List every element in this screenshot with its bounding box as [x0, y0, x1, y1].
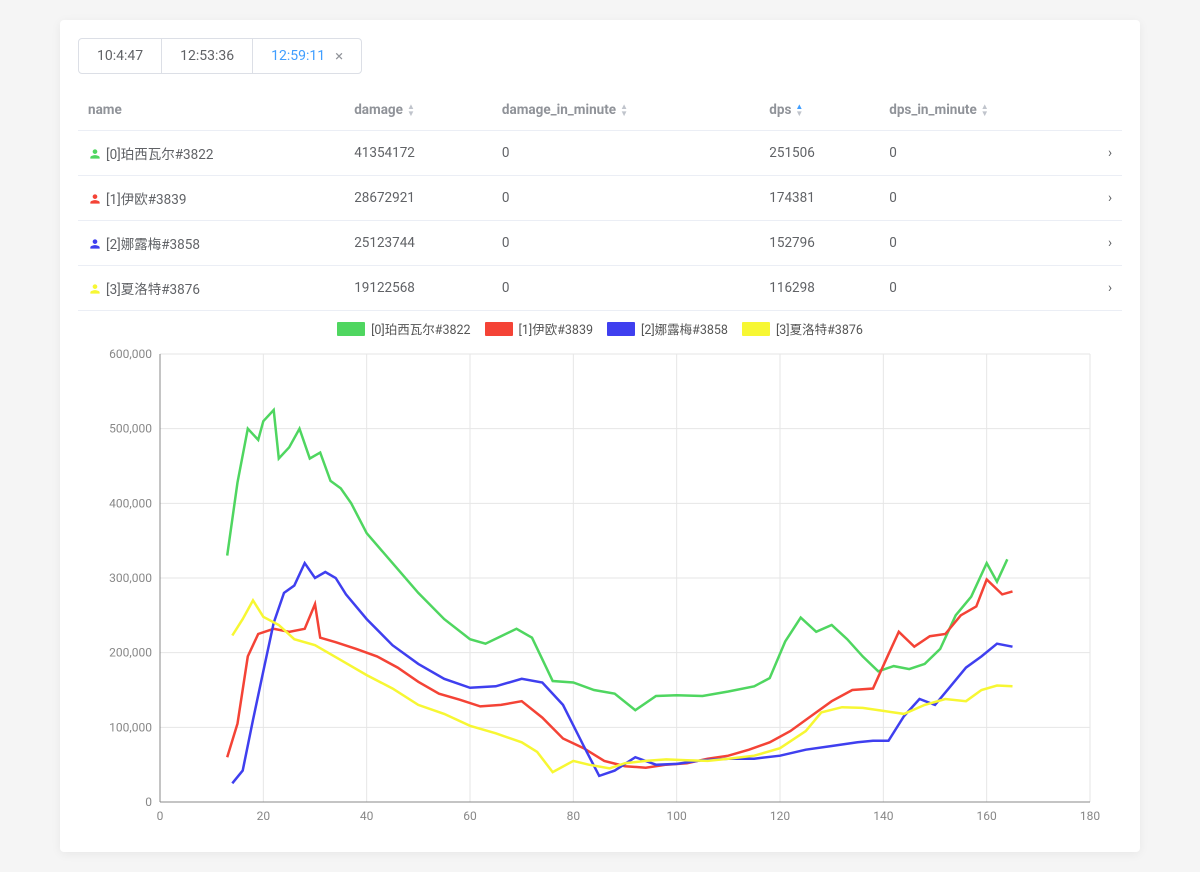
col-label: dps	[769, 102, 791, 118]
chart-section: [0]珀西瓦尔#3822 [1]伊欧#3839 [2]娜露梅#3858 [3]夏洛特#…	[78, 317, 1122, 834]
col-name: name	[78, 90, 344, 131]
player-icon	[88, 237, 102, 251]
cell-name: [0]珀西瓦尔#3822	[78, 131, 344, 176]
legend-item[interactable]: [0]珀西瓦尔#3822	[337, 319, 470, 338]
svg-text:160: 160	[977, 809, 997, 823]
tab-label: 10:4:47	[97, 48, 143, 64]
chart-legend: [0]珀西瓦尔#3822 [1]伊欧#3839 [2]娜露梅#3858 [3]夏洛特#…	[78, 317, 1122, 344]
cell-dps: 174381	[759, 176, 879, 221]
col-dps_in_minute[interactable]: dps_in_minute ▲▼	[879, 90, 1098, 131]
legend-swatch	[337, 322, 365, 336]
sort-icon[interactable]: ▲▼	[620, 103, 628, 117]
player-name-text: [1]伊欧#3839	[106, 192, 186, 208]
expand-row-icon[interactable]: ›	[1098, 221, 1122, 266]
cell-damage_in_minute: 0	[492, 266, 759, 311]
player-name-text: [0]珀西瓦尔#3822	[106, 147, 213, 163]
svg-text:600,000: 600,000	[109, 347, 152, 361]
cell-dps_in_minute: 0	[879, 131, 1098, 176]
cell-damage: 41354172	[344, 131, 492, 176]
svg-text:500,000: 500,000	[109, 422, 152, 436]
cell-dps: 116298	[759, 266, 879, 311]
player-icon	[88, 192, 102, 206]
close-icon[interactable]: ×	[335, 49, 343, 64]
cell-dps_in_minute: 0	[879, 266, 1098, 311]
svg-text:20: 20	[257, 809, 271, 823]
col-label: damage	[354, 102, 403, 118]
col-label: damage_in_minute	[502, 102, 616, 118]
tab-label: 12:53:36	[180, 48, 234, 64]
player-name-text: [2]娜露梅#3858	[106, 237, 200, 253]
legend-item[interactable]: [2]娜露梅#3858	[607, 319, 728, 338]
table-head-row: namedamage▲▼damage_in_minute▲▼dps▲▼dps_i…	[78, 90, 1122, 131]
tab-0[interactable]: 10:4:47	[78, 38, 162, 74]
cell-name: [3]夏洛特#3876	[78, 266, 344, 311]
table-row[interactable]: [2]娜露梅#38582512374401527960›	[78, 221, 1122, 266]
table-row[interactable]: [3]夏洛特#38761912256801162980›	[78, 266, 1122, 311]
expand-row-icon[interactable]: ›	[1098, 266, 1122, 311]
svg-text:40: 40	[360, 809, 374, 823]
legend-label: [0]珀西瓦尔#3822	[371, 319, 470, 338]
svg-text:180: 180	[1080, 809, 1100, 823]
cell-damage_in_minute: 0	[492, 176, 759, 221]
player-name-text: [3]夏洛特#3876	[106, 282, 200, 298]
cell-dps_in_minute: 0	[879, 221, 1098, 266]
cell-dps: 251506	[759, 131, 879, 176]
col-damage_in_minute[interactable]: damage_in_minute ▲▼	[492, 90, 759, 131]
svg-text:80: 80	[567, 809, 581, 823]
player-icon	[88, 282, 102, 296]
svg-text:100: 100	[667, 809, 687, 823]
col-damage[interactable]: damage ▲▼	[344, 90, 492, 131]
col-label: dps_in_minute	[889, 102, 977, 118]
svg-text:0: 0	[145, 795, 152, 809]
legend-item[interactable]: [3]夏洛特#3876	[742, 319, 863, 338]
cell-damage: 19122568	[344, 266, 492, 311]
legend-swatch	[607, 322, 635, 336]
tabs-bar: 10:4:47 12:53:36 12:59:11 ×	[78, 38, 1122, 74]
svg-text:300,000: 300,000	[109, 571, 152, 585]
cell-dps_in_minute: 0	[879, 176, 1098, 221]
col-expand	[1098, 90, 1122, 131]
legend-label: [2]娜露梅#3858	[641, 319, 728, 338]
cell-damage: 28672921	[344, 176, 492, 221]
table-row[interactable]: [0]珀西瓦尔#38224135417202515060›	[78, 131, 1122, 176]
expand-row-icon[interactable]: ›	[1098, 131, 1122, 176]
tab-1[interactable]: 12:53:36	[161, 38, 253, 74]
sort-icon[interactable]: ▲▼	[981, 103, 989, 117]
svg-text:400,000: 400,000	[109, 496, 152, 510]
col-dps[interactable]: dps ▲▼	[759, 90, 879, 131]
table-body: [0]珀西瓦尔#38224135417202515060›[1]伊欧#38392…	[78, 131, 1122, 311]
legend-label: [3]夏洛特#3876	[776, 319, 863, 338]
col-label: name	[88, 102, 122, 118]
dps-chart: 0 100,000 200,000 300,000 400,000 500,000 600,…	[90, 344, 1110, 834]
cell-name: [1]伊欧#3839	[78, 176, 344, 221]
legend-item[interactable]: [1]伊欧#3839	[485, 319, 593, 338]
cell-name: [2]娜露梅#3858	[78, 221, 344, 266]
dashboard-card: 10:4:4712:53:3612:59:11× namedamage▲▼dam…	[60, 20, 1140, 852]
cell-damage: 25123744	[344, 221, 492, 266]
cell-dps: 152796	[759, 221, 879, 266]
player-icon	[88, 147, 102, 161]
svg-text:0: 0	[157, 809, 164, 823]
cell-damage_in_minute: 0	[492, 131, 759, 176]
sort-icon[interactable]: ▲▼	[407, 103, 415, 117]
svg-text:140: 140	[873, 809, 893, 823]
cell-damage_in_minute: 0	[492, 221, 759, 266]
svg-text:200,000: 200,000	[109, 646, 152, 660]
sort-icon[interactable]: ▲▼	[795, 103, 803, 117]
svg-text:120: 120	[770, 809, 790, 823]
expand-row-icon[interactable]: ›	[1098, 176, 1122, 221]
dps-table: namedamage▲▼damage_in_minute▲▼dps▲▼dps_i…	[78, 90, 1122, 311]
tab-label: 12:59:11	[271, 48, 325, 64]
tab-2[interactable]: 12:59:11 ×	[252, 38, 362, 74]
legend-swatch	[485, 322, 513, 336]
legend-label: [1]伊欧#3839	[519, 319, 593, 338]
svg-text:60: 60	[463, 809, 477, 823]
legend-swatch	[742, 322, 770, 336]
svg-text:100,000: 100,000	[109, 720, 152, 734]
table-row[interactable]: [1]伊欧#38392867292101743810›	[78, 176, 1122, 221]
